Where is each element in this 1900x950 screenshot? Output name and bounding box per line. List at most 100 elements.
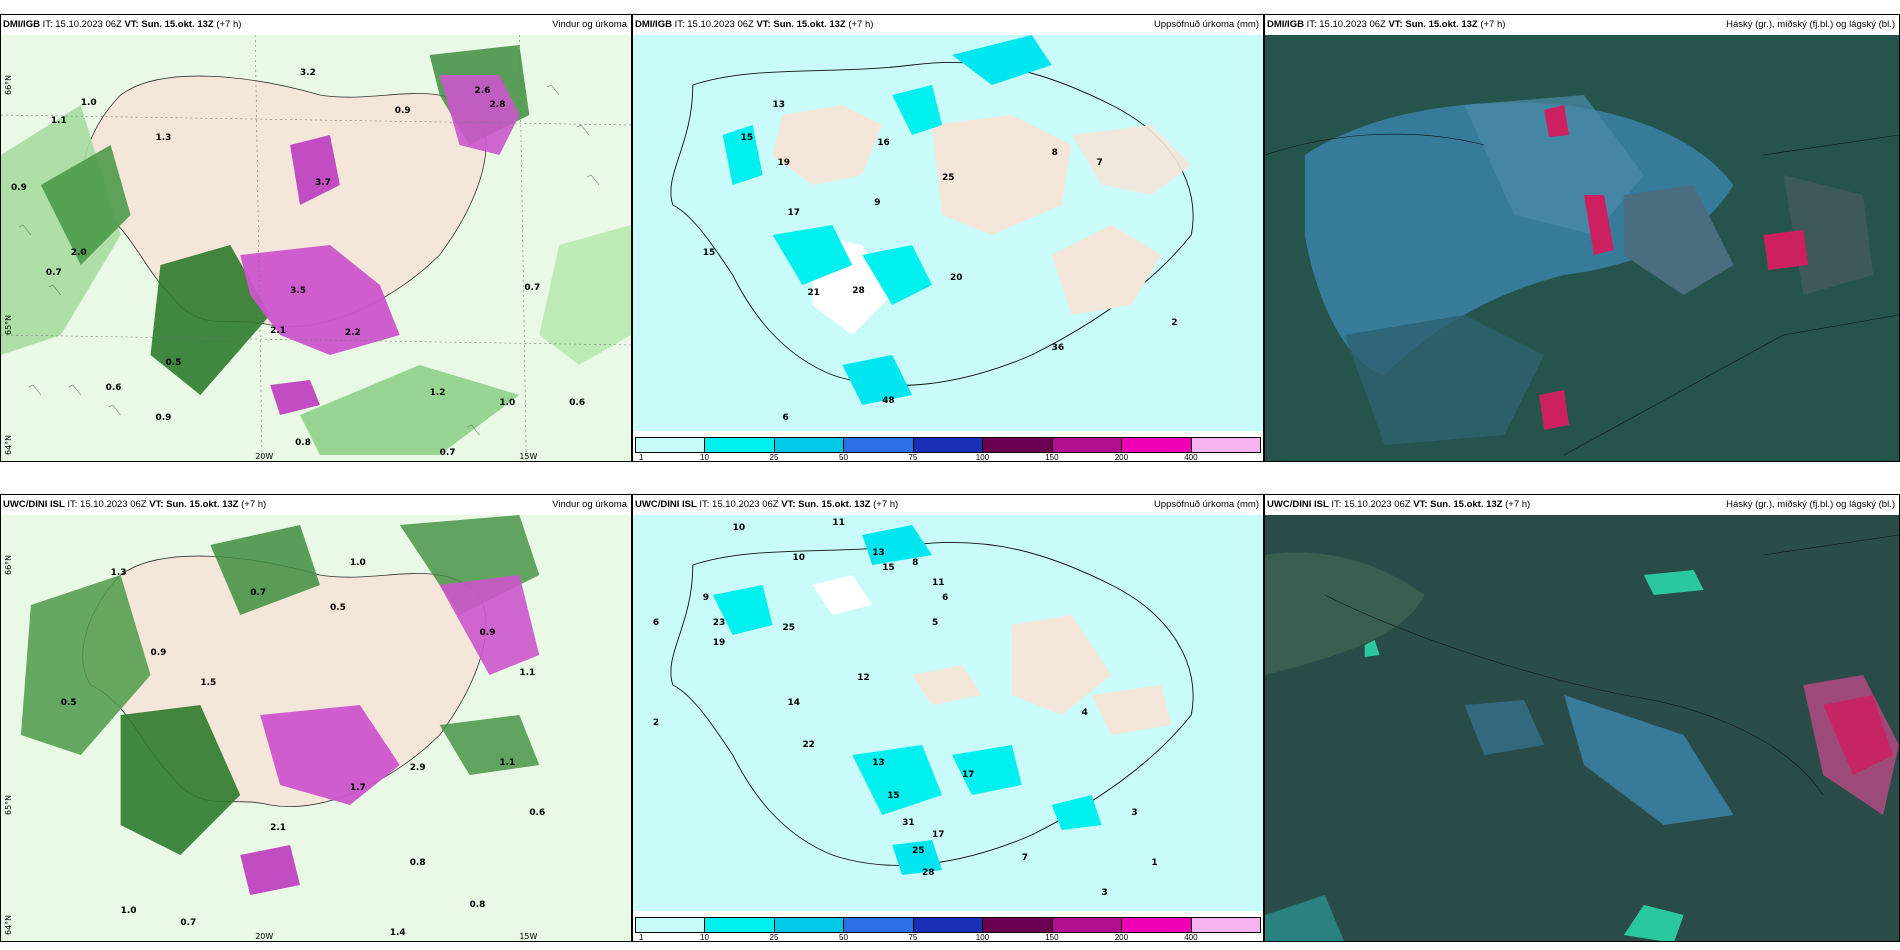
precip-label: 0.7: [524, 283, 540, 293]
precip-label: 1.5: [200, 678, 216, 688]
precip-label: 17: [788, 208, 800, 218]
colorbar-tick: 50: [839, 453, 848, 462]
precip-label: 13: [872, 548, 884, 558]
precip-label: 1.4: [390, 928, 406, 938]
cloud-map[interactable]: [1265, 35, 1899, 461]
colorbar-tick: 75: [908, 453, 918, 462]
colorbar-tick: 25: [769, 453, 779, 462]
precip-label: 3: [1131, 808, 1137, 818]
precip-label: 1: [1151, 858, 1157, 868]
precip-label: 25: [783, 623, 795, 633]
colorbar-cell: [1122, 438, 1192, 452]
colorbar-cell: [705, 438, 775, 452]
colorbar-tick: 200: [1114, 933, 1129, 942]
precip-label: 14: [788, 698, 800, 708]
lead-time: (+7 h): [1505, 499, 1531, 510]
precip-label: 6: [783, 413, 789, 423]
precip-label: 0.5: [330, 603, 346, 613]
wind-precip-map[interactable]: 3.2 1.0 1.1 1.3 0.9 2.0 3.7 3.5 2.2 2.1 …: [1, 35, 631, 461]
precip-label: 13: [773, 100, 785, 110]
precip-label: 7: [1022, 853, 1028, 863]
colorbar-tick: 75: [908, 933, 918, 942]
panel-header: UWC/DINI ISL IT: 15.10.2023 06Z VT: Sun.…: [1, 495, 631, 515]
lon-label: 15W: [519, 452, 537, 461]
colorbar-cell: [1191, 438, 1260, 452]
colorbar-tick: 10: [700, 933, 709, 942]
colorbar-cell: [913, 438, 984, 452]
precip-label: 0.6: [569, 398, 585, 408]
precip-label: 7: [1097, 158, 1103, 168]
precip-label: 15: [887, 791, 899, 801]
lon-label: 20W: [255, 932, 273, 941]
precip-label: 1.3: [111, 568, 127, 578]
lat-label: 64°N: [4, 915, 13, 935]
precip-label: 0.5: [61, 698, 77, 708]
precip-label: 1.0: [121, 906, 137, 916]
model-name: DMI/IGB: [635, 19, 672, 30]
model-name: DMI/IGB: [1267, 19, 1304, 30]
product-title: Vindur og úrkoma: [552, 19, 627, 30]
precip-label: 1.0: [81, 98, 97, 108]
precip-label: 0.7: [180, 918, 196, 928]
cloud-map[interactable]: [1265, 515, 1899, 941]
panel-dmi-cloud: DMI/IGB IT: 15.10.2023 06Z VT: Sun. 15.o…: [1264, 14, 1900, 462]
colorbar-cell: [636, 438, 706, 452]
accumulated-precip-map[interactable]: 10 11 10 13 15 8 11 6 9 23 25 19 5 12 6 …: [633, 515, 1263, 911]
precip-label: 3.2: [300, 68, 316, 78]
valid-time: VT: Sun. 15.okt. 13Z: [781, 499, 871, 510]
map-svg-2: 13 15 19 17 21 28 16 25 8 7 9 15 20 2 6 …: [633, 35, 1263, 431]
precip-label: 0.7: [250, 588, 266, 598]
precip-label: 11: [832, 518, 844, 528]
map-svg-4: 0.5 0.7 1.0 1.3 0.9 2.1 1.5 0.8 1.1 0.6 …: [1, 515, 631, 941]
precip-label: 1.7: [350, 783, 366, 793]
accumulated-precip-map[interactable]: 13 15 19 17 21 28 16 25 8 7 9 15 20 2 6 …: [633, 35, 1263, 431]
panel-uwc-cloud: UWC/DINI ISL IT: 15.10.2023 06Z VT: Sun.…: [1264, 494, 1900, 942]
lat-label: 64°N: [4, 435, 13, 455]
precip-label: 0.9: [151, 648, 167, 658]
precip-label: 28: [922, 868, 934, 878]
colorbar-cell: [774, 918, 845, 932]
colorbar-tick: 400: [1184, 933, 1198, 942]
map-svg-6: [1265, 515, 1899, 941]
lon-label: 20W: [255, 452, 273, 461]
precip-label: 0.9: [11, 183, 27, 193]
lon-label: 15W: [519, 932, 537, 941]
colorbar-cell: [844, 438, 914, 452]
colorbar-cell: [1052, 918, 1123, 932]
model-name: UWC/DINI ISL: [3, 499, 65, 510]
precip-label: 1.1: [499, 758, 515, 768]
precip-label: 8: [912, 558, 918, 568]
precip-label: 28: [852, 286, 864, 296]
wind-precip-map[interactable]: 0.5 0.7 1.0 1.3 0.9 2.1 1.5 0.8 1.1 0.6 …: [1, 515, 631, 941]
colorbar-tick: 150: [1045, 933, 1059, 942]
precip-label: 1.3: [156, 133, 172, 143]
precip-label: 2.1: [270, 326, 286, 336]
precip-label: 2.9: [410, 763, 426, 773]
precip-label: 1.2: [430, 388, 446, 398]
precip-label: 0.9: [156, 413, 172, 423]
model-name: UWC/DINI ISL: [1267, 499, 1329, 510]
valid-time: VT: Sun. 15.okt. 13Z: [756, 19, 846, 30]
precip-label: 10: [733, 523, 745, 533]
panel-dmi-precip: DMI/IGB IT: 15.10.2023 06Z VT: Sun. 15.o…: [632, 14, 1264, 462]
precip-label: 0.8: [410, 858, 426, 868]
precip-label: 2.2: [345, 328, 361, 338]
panel-uwc-precip: UWC/DINI ISL IT: 15.10.2023 06Z VT: Sun.…: [632, 494, 1264, 942]
lat-label: 65°N: [4, 795, 13, 815]
precip-colorbar: 1 10 25 50 75 100 150 200 400: [635, 437, 1261, 462]
colorbar-cell: [1191, 918, 1260, 932]
map-svg-1: 3.2 1.0 1.1 1.3 0.9 2.0 3.7 3.5 2.2 2.1 …: [1, 35, 631, 461]
precip-colorbar: 1 10 25 50 75 100 150 200 400: [635, 917, 1261, 941]
colorbar-tick: 1: [639, 453, 644, 462]
precip-label: 13: [872, 758, 884, 768]
lead-time: (+7 h): [241, 499, 267, 510]
precip-label: 2.6: [474, 86, 490, 96]
colorbar-cell: [636, 918, 706, 932]
colorbar-ticks: 1 10 25 50 75 100 150 200 400: [635, 933, 1261, 941]
colorbar-tick: 50: [839, 933, 848, 942]
precip-label: 3.5: [290, 286, 306, 296]
colorbar-tick: 150: [1045, 453, 1059, 462]
precip-label: 25: [942, 173, 954, 183]
precip-label: 0.9: [479, 628, 495, 638]
precip-label: 0.6: [106, 383, 122, 393]
